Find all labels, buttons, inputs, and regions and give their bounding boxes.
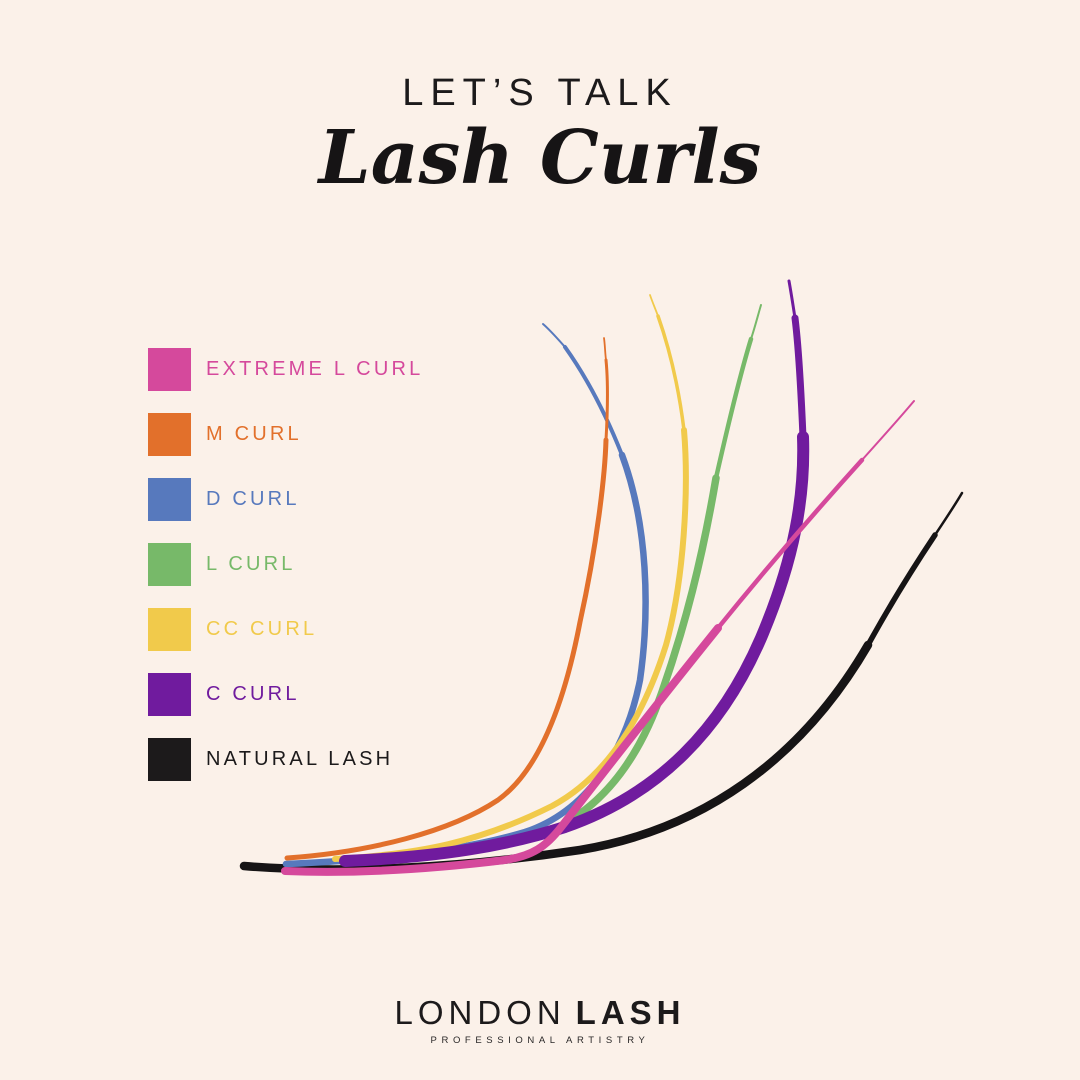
lash-curve-m-curl [284, 337, 609, 861]
extreme-l-curl-swatch [148, 348, 191, 391]
c-curl-swatch [148, 673, 191, 716]
legend-label-d-curl: D CURL [206, 488, 300, 510]
page-title: Lash Curls [318, 114, 762, 201]
legend-item-c-curl: C CURL [148, 673, 423, 716]
legend-item-d-curl: D CURL [148, 478, 423, 521]
natural-lash-swatch [148, 738, 191, 781]
d-curl-swatch [148, 478, 191, 521]
legend-label-cc-curl: CC CURL [206, 618, 318, 640]
legend-item-natural-lash: NATURAL LASH [148, 738, 423, 781]
l-curl-swatch [148, 543, 191, 586]
legend-label-natural-lash: NATURAL LASH [206, 748, 394, 770]
brand-footer: LONDON LASH PROFESSIONAL ARTISTRY [0, 994, 1080, 1046]
legend-label-extreme-l-curl: EXTREME L CURL [206, 358, 424, 380]
legend-item-cc-curl: CC CURL [148, 608, 423, 651]
lash-curve-cc-curl [332, 294, 689, 862]
brand-name-light: LONDON [394, 994, 566, 1031]
m-curl-swatch [148, 413, 191, 456]
brand-logo: LONDON LASH [0, 994, 1080, 1032]
title-eyebrow: LET’S TALK [402, 72, 678, 114]
cc-curl-swatch [148, 608, 191, 651]
lash-curve-extreme-l-curl [281, 400, 915, 876]
brand-tagline: PROFESSIONAL ARTISTRY [430, 1035, 650, 1046]
legend-item-l-curl: L CURL [148, 543, 423, 586]
legend-label-m-curl: M CURL [206, 423, 302, 445]
curl-legend: EXTREME L CURL M CURL D CURL L CURL CC CURL C… [148, 348, 423, 803]
legend-item-extreme-l-curl: EXTREME L CURL [148, 348, 423, 391]
title-block: LET’S TALK Lash Curls [0, 72, 1080, 197]
brand-name-bold: LASH [575, 994, 686, 1031]
legend-label-l-curl: L CURL [206, 553, 296, 575]
legend-item-m-curl: M CURL [148, 413, 423, 456]
legend-label-c-curl: C CURL [206, 683, 300, 705]
